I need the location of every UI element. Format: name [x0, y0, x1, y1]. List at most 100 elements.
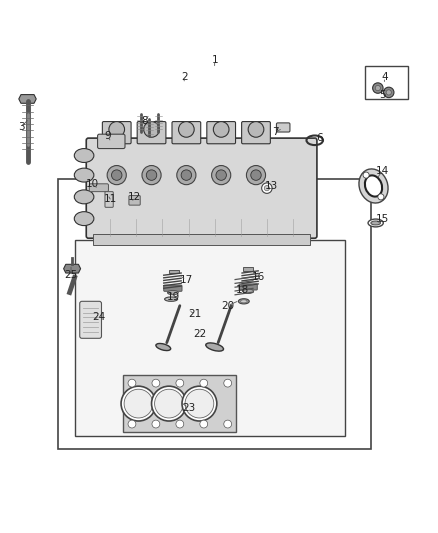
Ellipse shape [206, 343, 223, 351]
Text: 10: 10 [86, 179, 99, 189]
Ellipse shape [240, 300, 247, 303]
Text: 2: 2 [181, 72, 187, 82]
FancyBboxPatch shape [98, 134, 125, 149]
Text: 15: 15 [375, 214, 389, 224]
Circle shape [112, 170, 122, 180]
FancyBboxPatch shape [80, 301, 102, 338]
Text: 17: 17 [180, 274, 193, 285]
Circle shape [384, 87, 394, 98]
Circle shape [212, 166, 231, 184]
Circle shape [128, 379, 136, 387]
Text: 3: 3 [18, 122, 24, 132]
Polygon shape [64, 264, 81, 273]
Text: 21: 21 [188, 309, 201, 319]
Circle shape [181, 170, 191, 180]
Circle shape [363, 172, 369, 178]
Circle shape [261, 183, 272, 193]
Text: 11: 11 [103, 194, 117, 204]
FancyBboxPatch shape [242, 122, 270, 144]
Ellipse shape [359, 169, 388, 203]
Circle shape [146, 170, 157, 180]
Circle shape [200, 379, 208, 387]
Polygon shape [19, 94, 36, 103]
Bar [365, 66, 408, 99]
FancyBboxPatch shape [207, 122, 236, 144]
Ellipse shape [74, 149, 94, 163]
Circle shape [224, 379, 232, 387]
Circle shape [155, 389, 184, 418]
Ellipse shape [74, 190, 94, 204]
Text: 7: 7 [272, 126, 279, 136]
Circle shape [216, 170, 226, 180]
Circle shape [185, 389, 214, 418]
FancyBboxPatch shape [164, 285, 182, 292]
Bar [58, 180, 371, 449]
Text: 6: 6 [316, 133, 322, 143]
Circle shape [182, 386, 217, 421]
Text: 24: 24 [93, 312, 106, 321]
Ellipse shape [167, 290, 178, 295]
Text: 18: 18 [237, 286, 250, 295]
Circle shape [142, 166, 161, 184]
Circle shape [375, 85, 381, 91]
Circle shape [124, 389, 153, 418]
Circle shape [109, 122, 124, 137]
Ellipse shape [156, 343, 171, 351]
Ellipse shape [238, 298, 249, 304]
Circle shape [128, 420, 136, 428]
Circle shape [176, 420, 184, 428]
Circle shape [107, 166, 126, 184]
Ellipse shape [365, 175, 382, 197]
Circle shape [264, 185, 269, 191]
Ellipse shape [371, 221, 381, 225]
Ellipse shape [243, 289, 254, 294]
Text: 16: 16 [251, 272, 265, 282]
Circle shape [251, 170, 261, 180]
FancyBboxPatch shape [102, 122, 131, 144]
Circle shape [378, 194, 384, 200]
Circle shape [179, 122, 194, 137]
Circle shape [176, 379, 184, 387]
Text: 8: 8 [142, 116, 148, 126]
Text: 4: 4 [381, 72, 388, 82]
Circle shape [177, 166, 196, 184]
FancyBboxPatch shape [172, 122, 201, 144]
Text: 23: 23 [182, 403, 195, 413]
Circle shape [152, 420, 160, 428]
Circle shape [247, 166, 265, 184]
Ellipse shape [74, 168, 94, 182]
Ellipse shape [368, 219, 383, 227]
Bar [93, 234, 311, 245]
Bar [123, 375, 237, 432]
Text: 1: 1 [212, 55, 218, 65]
Text: 20: 20 [221, 301, 234, 311]
Circle shape [200, 420, 208, 428]
Text: 5: 5 [379, 90, 385, 100]
Text: 9: 9 [105, 131, 111, 141]
Text: 13: 13 [265, 181, 278, 191]
FancyBboxPatch shape [89, 184, 109, 192]
Text: 19: 19 [167, 292, 180, 302]
FancyBboxPatch shape [137, 122, 166, 144]
Bar [243, 268, 253, 271]
FancyBboxPatch shape [239, 284, 257, 290]
Circle shape [248, 122, 264, 137]
Circle shape [213, 122, 229, 137]
Bar [169, 270, 179, 273]
FancyBboxPatch shape [105, 192, 113, 207]
FancyBboxPatch shape [129, 196, 140, 205]
Circle shape [386, 90, 391, 95]
Text: 25: 25 [64, 270, 78, 280]
Circle shape [144, 122, 159, 137]
Circle shape [121, 386, 156, 421]
Ellipse shape [74, 212, 94, 225]
FancyBboxPatch shape [86, 138, 317, 238]
Circle shape [152, 386, 186, 421]
Bar [75, 240, 345, 436]
FancyBboxPatch shape [276, 123, 290, 132]
Text: 22: 22 [193, 329, 206, 339]
Circle shape [152, 379, 160, 387]
Circle shape [373, 83, 383, 93]
Text: 12: 12 [127, 192, 141, 202]
Circle shape [224, 420, 232, 428]
